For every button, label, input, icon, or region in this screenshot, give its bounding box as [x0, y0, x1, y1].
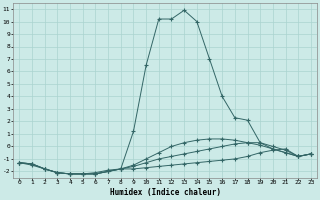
X-axis label: Humidex (Indice chaleur): Humidex (Indice chaleur)	[110, 188, 220, 197]
